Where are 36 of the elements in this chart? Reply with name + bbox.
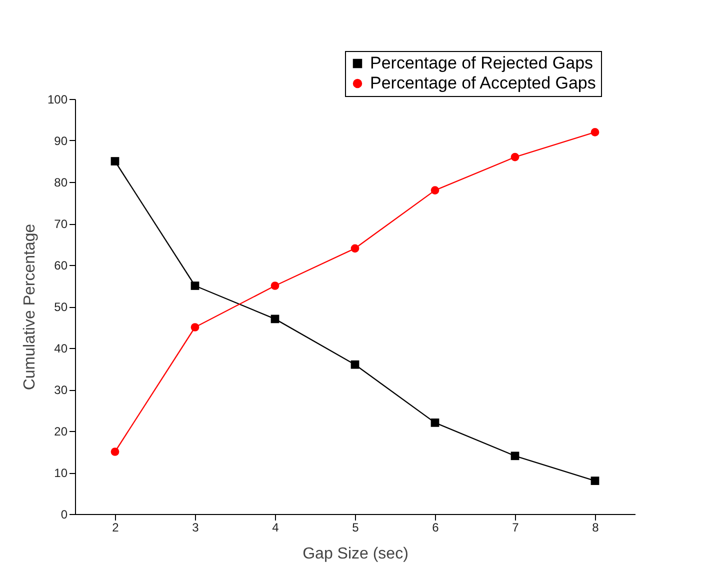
point xyxy=(110,448,120,456)
y-tick-label: 30 xyxy=(54,383,68,397)
x-tick-label: 5 xyxy=(352,520,360,534)
y-tick-label: 90 xyxy=(54,134,68,148)
x-axis-title: Gap Size (sec) xyxy=(302,546,408,562)
y-tick-label: 60 xyxy=(54,258,68,272)
point xyxy=(510,452,520,460)
y-tick-label: 80 xyxy=(54,176,68,190)
legend-label: Percentage of Accepted Gaps xyxy=(370,74,596,92)
point xyxy=(430,418,440,427)
point xyxy=(350,360,360,369)
point xyxy=(430,186,440,194)
x-tick-label: 8 xyxy=(592,520,600,534)
y-tick-label: 10 xyxy=(54,466,68,480)
point xyxy=(590,128,600,136)
legend-label: Percentage of Rejected Gaps xyxy=(370,54,594,72)
point xyxy=(510,152,520,162)
y-tick-label: 0 xyxy=(60,508,68,522)
y-axis-title: Cumulative Percentage xyxy=(21,224,38,390)
point xyxy=(190,323,200,332)
x-tick-label: 2 xyxy=(112,520,120,534)
point xyxy=(350,244,360,253)
y-tick-label: 40 xyxy=(54,342,68,356)
x-tick-label: 3 xyxy=(192,520,200,534)
point xyxy=(190,282,200,290)
x-tick-label: 7 xyxy=(512,520,520,534)
x-tick-label: 6 xyxy=(432,520,440,534)
point xyxy=(590,476,600,485)
point xyxy=(270,282,280,290)
point xyxy=(270,314,280,324)
point xyxy=(110,157,120,166)
y-tick-label: 70 xyxy=(54,217,68,231)
y-tick-label: 100 xyxy=(47,92,68,106)
y-tick-label: 50 xyxy=(54,300,68,314)
x-tick-label: 4 xyxy=(272,520,280,534)
y-tick-label: 20 xyxy=(54,424,68,438)
